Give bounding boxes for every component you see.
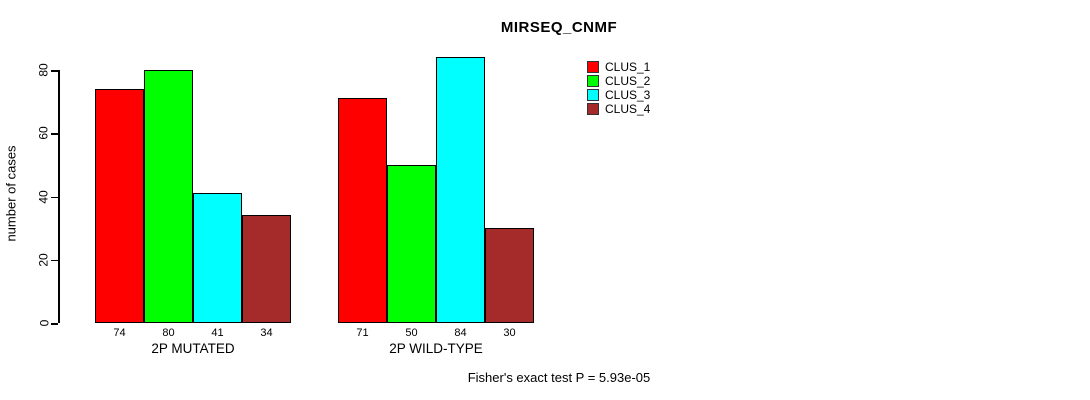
legend-label: CLUS_4 [605, 102, 651, 116]
bar-clus_3-group1 [193, 193, 242, 323]
y-axis-tick-label: 80 [34, 60, 54, 80]
y-axis-line [58, 70, 60, 323]
legend-swatch-icon [587, 89, 599, 101]
y-axis-tick-label: 0 [34, 313, 54, 333]
bar-value-label: 84 [454, 327, 467, 339]
y-axis-tick [51, 323, 58, 325]
legend-label: CLUS_2 [605, 74, 651, 88]
y-axis-tick-label: 40 [34, 187, 54, 207]
bar-clus_1-group2 [338, 98, 387, 323]
y-axis-tick-text: 60 [36, 126, 51, 140]
bar-clus_4-group1 [242, 215, 291, 323]
legend-item-clus_4: CLUS_4 [587, 102, 650, 116]
bar-clus_4-group2 [485, 228, 534, 323]
bar-value-label: 71 [356, 327, 369, 339]
legend-swatch-icon [587, 61, 599, 73]
legend: CLUS_1 CLUS_2 CLUS_3 CLUS_4 [587, 60, 650, 116]
bar-value-label: 41 [211, 327, 224, 339]
legend-label: CLUS_3 [605, 88, 651, 102]
y-axis-tick-text: 0 [37, 319, 51, 327]
legend-label: CLUS_1 [605, 60, 651, 74]
bar-clus_2-group1 [144, 70, 193, 323]
bar-value-label: 34 [260, 327, 273, 339]
y-axis-tick-text: 80 [36, 63, 51, 77]
bar-value-label: 50 [405, 327, 418, 339]
y-axis-tick [51, 133, 58, 135]
legend-item-clus_1: CLUS_1 [587, 60, 650, 74]
bar-value-label: 74 [113, 327, 126, 339]
legend-swatch-icon [587, 103, 599, 115]
bar-clus_1-group1 [95, 88, 144, 323]
chart-title: MIRSEQ_CNMF [500, 19, 618, 36]
y-axis-tick-text: 40 [36, 189, 51, 204]
y-axis-tick [51, 196, 58, 198]
x-axis-group-label: 2P MUTATED [151, 341, 235, 356]
y-axis-tick [51, 259, 58, 262]
bar-value-label: 80 [162, 327, 175, 339]
bar-clus_2-group2 [387, 164, 436, 323]
y-axis-tick-label: 60 [34, 123, 54, 143]
y-axis-tick-text: 20 [36, 253, 51, 267]
y-axis-tick-label: 20 [34, 250, 54, 270]
bar-value-label: 30 [503, 327, 516, 339]
x-axis-group-label: 2P WILD-TYPE [389, 341, 483, 356]
legend-item-clus_3: CLUS_3 [587, 88, 650, 102]
legend-item-clus_2: CLUS_2 [587, 74, 650, 88]
annotation-text: Fisher's exact test P = 5.93e-05 [467, 370, 651, 385]
bar-clus_3-group2 [436, 57, 485, 323]
y-axis-tick [51, 70, 58, 72]
legend-swatch-icon [587, 75, 599, 87]
